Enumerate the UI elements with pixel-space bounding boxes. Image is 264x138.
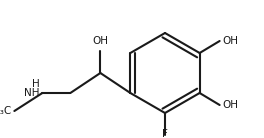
Text: F: F: [162, 129, 168, 138]
Text: OH: OH: [223, 100, 239, 110]
Text: OH: OH: [223, 36, 239, 46]
Text: NH: NH: [24, 88, 39, 98]
Text: H₃C: H₃C: [0, 106, 11, 116]
Text: OH: OH: [92, 36, 108, 46]
Text: H: H: [32, 79, 39, 89]
